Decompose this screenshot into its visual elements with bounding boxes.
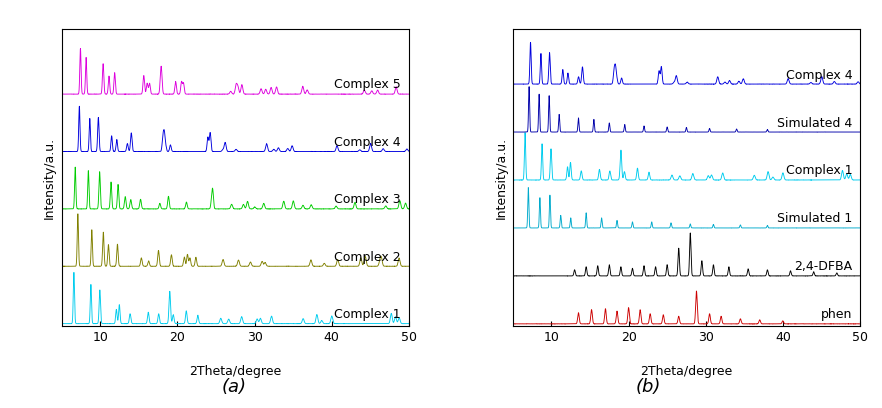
Text: 2,4-DFBA: 2,4-DFBA bbox=[794, 260, 852, 273]
Text: Complex 2: Complex 2 bbox=[334, 251, 401, 264]
X-axis label: 2Theta/degree: 2Theta/degree bbox=[640, 365, 733, 378]
Text: Complex 3: Complex 3 bbox=[334, 193, 401, 206]
Text: (a): (a) bbox=[221, 378, 246, 396]
Text: Complex 5: Complex 5 bbox=[334, 78, 401, 91]
Text: Complex 4: Complex 4 bbox=[786, 69, 852, 82]
Y-axis label: Intensity/a.u.: Intensity/a.u. bbox=[494, 136, 507, 219]
Text: Complex 4: Complex 4 bbox=[334, 136, 401, 149]
Text: Simulated 4: Simulated 4 bbox=[777, 117, 852, 129]
Text: phen: phen bbox=[821, 308, 852, 322]
Text: Complex 1: Complex 1 bbox=[334, 308, 401, 321]
Text: Simulated 1: Simulated 1 bbox=[777, 213, 852, 226]
Y-axis label: Intensity/a.u.: Intensity/a.u. bbox=[43, 136, 56, 219]
X-axis label: 2Theta/degree: 2Theta/degree bbox=[189, 365, 281, 378]
Text: (b): (b) bbox=[636, 378, 661, 396]
Text: Complex 1: Complex 1 bbox=[786, 164, 852, 177]
